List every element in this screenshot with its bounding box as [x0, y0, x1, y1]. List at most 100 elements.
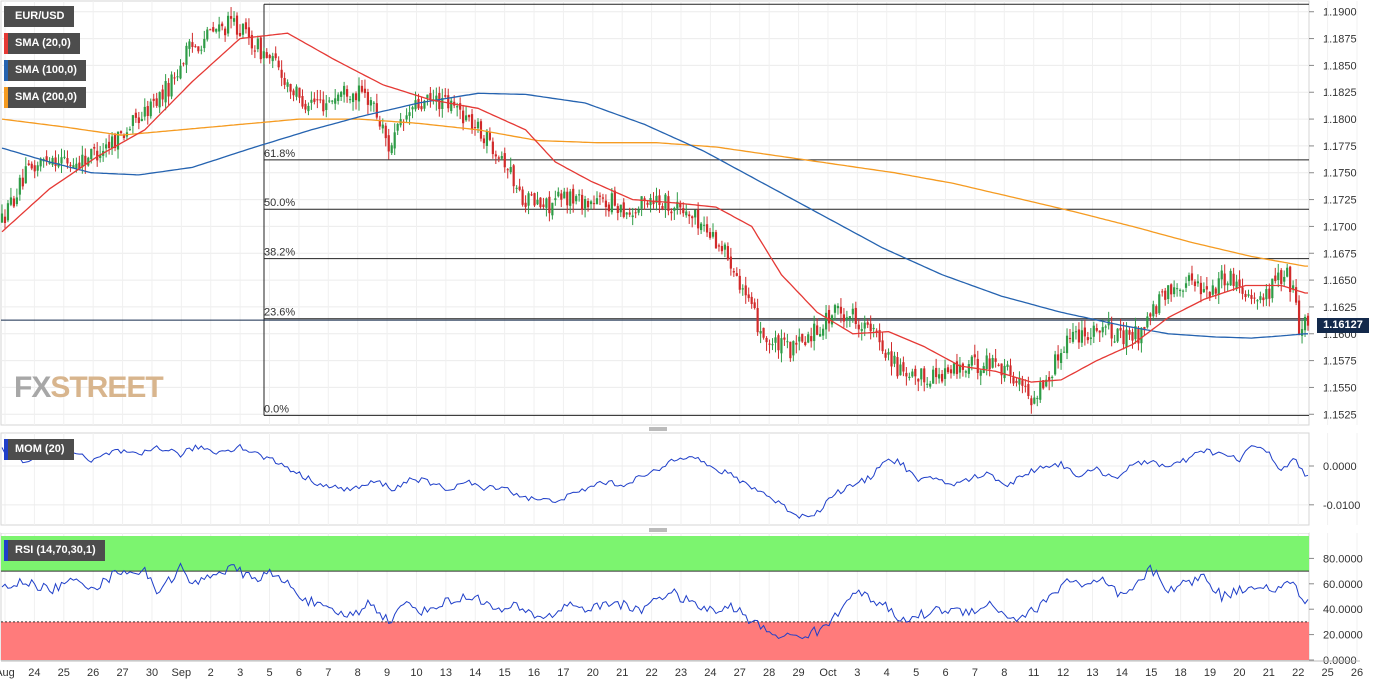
candle-body: [688, 214, 691, 217]
x-axis-label: 28: [763, 667, 775, 679]
candle-body: [164, 81, 167, 103]
candle-body: [804, 341, 807, 345]
candle-body: [152, 98, 155, 101]
candle-body: [90, 148, 93, 160]
candle-body: [610, 193, 613, 213]
candle-body: [536, 199, 539, 205]
candle-body: [420, 106, 423, 110]
candle-body: [842, 314, 846, 322]
candle-body: [685, 211, 688, 216]
candle-body: [601, 197, 605, 199]
candle-body: [700, 223, 703, 231]
candle-body: [970, 356, 973, 366]
candle-body: [964, 371, 967, 373]
candle-body: [1086, 337, 1089, 341]
candle-body: [1244, 293, 1247, 298]
candle-body: [566, 191, 569, 206]
candle-body: [286, 82, 289, 87]
candle-body: [491, 141, 494, 155]
x-axis-label: 17: [557, 667, 569, 679]
candle-body: [1295, 287, 1298, 303]
candle-body: [1208, 291, 1211, 298]
candle-body: [869, 323, 872, 332]
candle-body: [1253, 297, 1256, 299]
legend-sma100-swatch: [4, 60, 8, 81]
candle-body: [988, 358, 991, 370]
candle-body: [1074, 331, 1078, 333]
candle-body: [122, 134, 126, 139]
x-axis-label: 8: [1001, 667, 1007, 679]
candle-body: [378, 120, 381, 127]
candle-body: [325, 103, 328, 110]
candle-body: [1190, 273, 1194, 281]
candle-body: [1057, 354, 1060, 361]
candle-body: [485, 130, 489, 146]
legend-sma200[interactable]: SMA (200,0): [4, 87, 86, 108]
legend-sma100[interactable]: SMA (100,0): [4, 60, 86, 81]
candle-body: [1140, 327, 1143, 344]
candle-body: [1137, 328, 1140, 344]
candle-body: [78, 162, 81, 170]
candle-body: [340, 91, 343, 97]
candle-body: [191, 42, 194, 47]
legend-sma20[interactable]: SMA (20,0): [4, 33, 80, 54]
legend-sma200-swatch: [4, 87, 8, 108]
candle-body: [444, 95, 447, 97]
candle-body: [476, 121, 480, 129]
price-panel-frame: [0, 0, 1310, 426]
candle-body: [393, 132, 396, 149]
price-tick-label: 1.1750: [1323, 168, 1357, 180]
candle-body: [1134, 326, 1137, 340]
candle-body: [241, 23, 245, 35]
candle-body: [935, 367, 938, 378]
sma100-line: [1, 92, 1308, 339]
candle-body: [783, 337, 786, 340]
candle-body: [253, 50, 256, 52]
candle-body: [360, 85, 364, 92]
candle-body: [676, 201, 679, 209]
x-axis-label: 12: [1057, 667, 1069, 679]
x-axis-label: 21: [1263, 667, 1275, 679]
legend-pair[interactable]: EUR/USD: [4, 6, 74, 27]
candle-body: [1303, 316, 1307, 331]
legend-mom[interactable]: MOM (20): [4, 439, 74, 460]
legend-rsi-swatch: [4, 540, 8, 561]
x-axis-label: 15: [1145, 667, 1157, 679]
candle-body: [625, 212, 628, 215]
candle-body: [836, 305, 840, 309]
x-axis-label: 7: [325, 667, 331, 679]
candle-body: [506, 169, 509, 171]
candle-body: [304, 103, 307, 110]
price-tick-label: 1.1650: [1323, 275, 1357, 287]
legend-sma20-label: SMA (20,0): [15, 37, 71, 49]
candle-body: [1235, 281, 1238, 289]
candle-body: [1015, 380, 1018, 383]
legend-rsi[interactable]: RSI (14,70,30,1): [4, 540, 105, 561]
candle-body: [244, 22, 248, 30]
candle-body: [1226, 283, 1229, 286]
price-tick-label: 1.1700: [1323, 221, 1357, 233]
candle-body: [726, 246, 729, 260]
candle-body: [200, 49, 203, 51]
candle-body: [351, 93, 355, 103]
candle-body: [765, 337, 768, 343]
candle-body: [488, 132, 491, 140]
candle-body: [170, 74, 173, 97]
candle-body: [411, 107, 414, 110]
candle-body: [1098, 330, 1101, 333]
x-axis-label: 23: [675, 667, 687, 679]
x-axis-label: 9: [384, 667, 390, 679]
candle-body: [1280, 270, 1283, 284]
candle-body: [613, 190, 616, 206]
candle-body: [134, 112, 137, 118]
candle-body: [572, 188, 575, 204]
fib-level-label: 38.2%: [264, 247, 295, 259]
candle-body: [890, 351, 893, 367]
candle-body: [423, 100, 426, 109]
candle-body: [1164, 290, 1167, 300]
candle-body: [408, 112, 411, 116]
candle-body: [316, 99, 319, 101]
candle-body: [554, 198, 557, 201]
candle-body: [819, 334, 822, 337]
